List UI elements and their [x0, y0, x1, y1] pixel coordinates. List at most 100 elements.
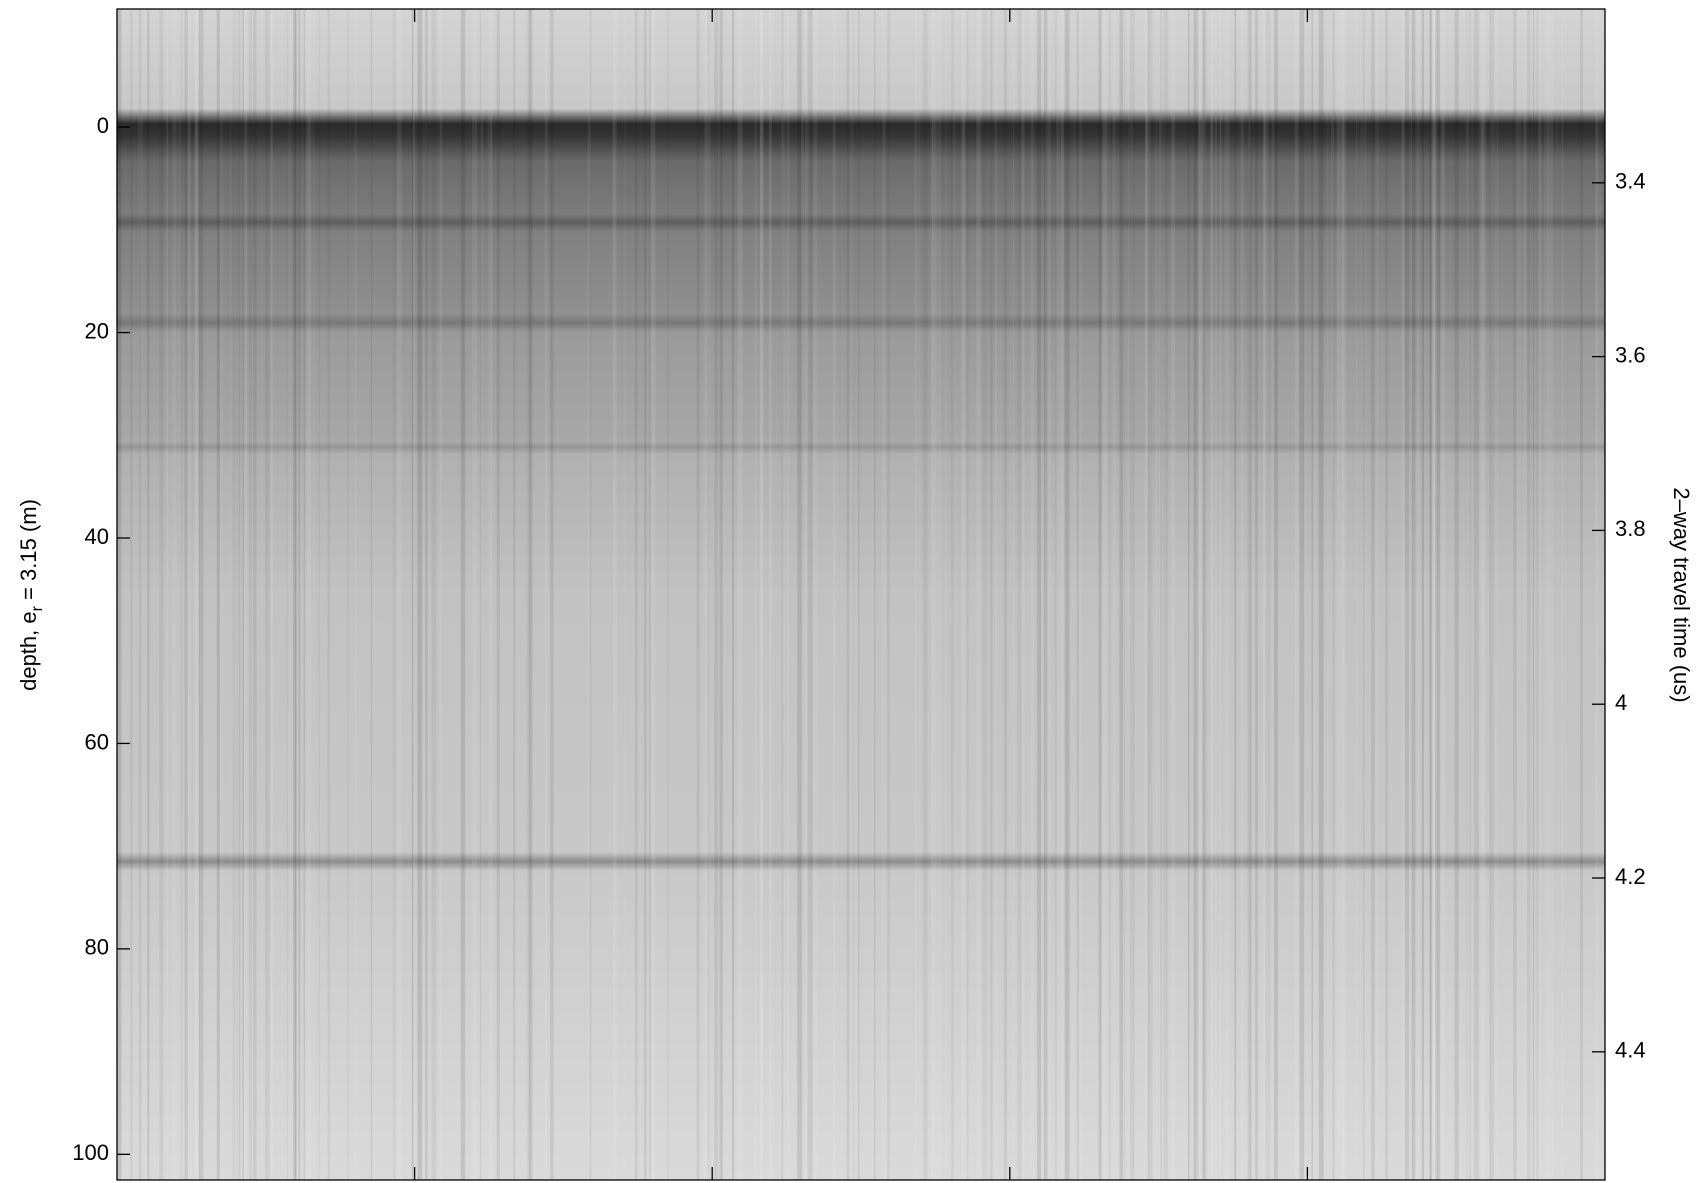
trace-stripe: [759, 9, 764, 1180]
trace-stripe: [1513, 9, 1517, 1180]
trace-stripe: [184, 9, 188, 1180]
trace-stripe: [720, 9, 723, 1180]
trace-stripe: [649, 9, 651, 1180]
trace-stripe: [797, 9, 801, 1180]
trace-stripe: [1058, 9, 1063, 1180]
trace-stripe: [138, 9, 143, 1180]
trace-stripe: [697, 9, 700, 1180]
trace-stripe: [781, 9, 784, 1180]
trace-stripe: [396, 9, 402, 1180]
trace-stripe: [417, 9, 422, 1180]
trace-stripe: [265, 9, 270, 1180]
trace-stripe: [411, 9, 414, 1180]
trace-stripe: [439, 9, 443, 1180]
trace-stripe: [370, 9, 373, 1180]
trace-stripe: [1356, 9, 1358, 1180]
trace-stripe: [667, 9, 669, 1180]
trace-stripe: [220, 9, 223, 1180]
y2-axis-label: 2–way travel time (us): [1669, 487, 1694, 702]
trace-stripe: [1098, 9, 1102, 1180]
trace-stripe: [1145, 9, 1151, 1180]
trace-stripe: [230, 9, 232, 1180]
y2-tick-label: 4: [1615, 690, 1627, 715]
trace-stripe: [233, 9, 236, 1180]
trace-stripe: [199, 9, 204, 1180]
y2-tick-label: 3.4: [1615, 169, 1646, 194]
trace-stripe: [1273, 9, 1278, 1180]
trace-stripe: [936, 9, 942, 1180]
trace-stripe: [624, 9, 626, 1180]
trace-stripe: [1128, 9, 1131, 1180]
trace-stripe: [528, 9, 533, 1180]
trace-stripe: [245, 9, 248, 1180]
trace-stripe: [714, 9, 719, 1180]
trace-stripe: [613, 9, 617, 1180]
trace-stripe: [117, 9, 122, 1180]
trace-stripe: [976, 9, 981, 1180]
trace-stripe: [801, 9, 804, 1180]
trace-stripe: [1314, 9, 1316, 1180]
trace-stripe: [1219, 9, 1223, 1180]
trace-stripe: [287, 9, 289, 1180]
trace-stripe: [1479, 9, 1484, 1180]
trace-stripe: [303, 9, 305, 1180]
trace-stripe: [1272, 9, 1275, 1180]
trace-stripe: [932, 9, 937, 1180]
trace-stripe: [1043, 9, 1048, 1180]
trace-stripe: [1144, 9, 1148, 1180]
y-axis-label-text: depth, e: [16, 611, 41, 691]
trace-stripe: [1421, 9, 1423, 1180]
trace-stripe: [1362, 9, 1366, 1180]
trace-stripe: [982, 9, 987, 1180]
y-axis-label: depth, er = 3.15 (m): [16, 499, 46, 691]
trace-stripe: [1198, 9, 1202, 1180]
trace-stripe: [1012, 9, 1015, 1180]
trace-stripe: [1198, 9, 1204, 1180]
trace-stripe: [147, 9, 150, 1180]
trace-stripe: [1371, 9, 1375, 1180]
trace-stripe: [781, 9, 784, 1180]
trace-stripe: [1064, 9, 1070, 1180]
trace-stripe: [1410, 9, 1412, 1180]
trace-stripe: [1527, 9, 1531, 1180]
trace-stripe: [1234, 9, 1237, 1180]
trace-stripe: [1201, 9, 1207, 1180]
trace-stripe: [704, 9, 708, 1180]
y-axis-label-subscript: r: [29, 605, 46, 611]
y-tick-label: 80: [85, 935, 109, 960]
trace-stripe: [177, 9, 182, 1180]
trace-stripe: [1433, 9, 1438, 1180]
trace-stripe: [967, 9, 969, 1180]
trace-stripe: [944, 9, 947, 1180]
trace-stripe: [1021, 9, 1025, 1180]
trace-stripe: [172, 9, 177, 1180]
trace-stripe: [587, 9, 592, 1180]
trace-stripe: [138, 9, 142, 1180]
trace-stripe: [1336, 9, 1342, 1180]
trace-stripe: [1145, 9, 1148, 1180]
trace-stripe: [1332, 9, 1335, 1180]
trace-stripe: [832, 9, 836, 1180]
trace-stripe: [238, 9, 241, 1180]
trace-stripe: [1037, 9, 1042, 1180]
trace-stripe: [242, 9, 244, 1180]
trace-stripe: [1262, 9, 1267, 1180]
texture: [117, 9, 1602, 1180]
trace-stripe: [1214, 9, 1218, 1180]
trace-stripe: [951, 9, 955, 1180]
trace-stripe: [1146, 9, 1150, 1180]
y-tick-label: 100: [72, 1140, 109, 1165]
trace-stripe: [1264, 9, 1270, 1180]
trace-stripe: [873, 9, 876, 1180]
trace-stripe: [1112, 9, 1117, 1180]
trace-stripe: [1056, 9, 1059, 1180]
trace-stripe: [800, 9, 803, 1180]
trace-stripe: [732, 9, 734, 1180]
trace-stripe: [1431, 9, 1436, 1180]
trace-stripe: [1537, 9, 1539, 1180]
trace-stripe: [1341, 9, 1345, 1180]
trace-stripe: [1109, 9, 1111, 1180]
trace-stripe: [1579, 9, 1583, 1180]
trace-stripe: [1556, 9, 1558, 1180]
